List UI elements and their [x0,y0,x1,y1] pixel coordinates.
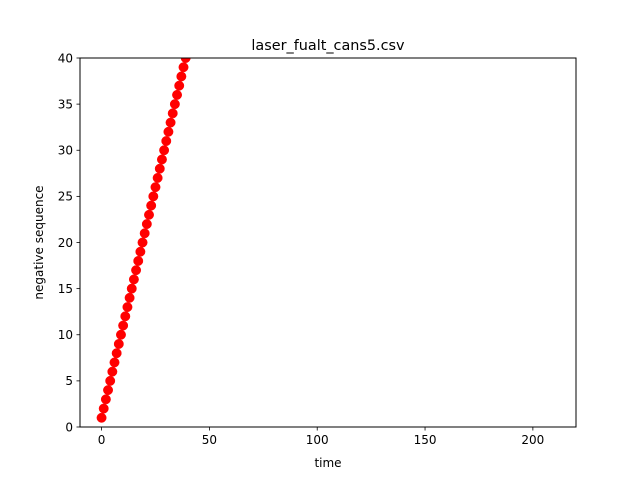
data-point [124,292,135,303]
y-tick-label: 5 [65,374,73,388]
y-axis-title: negative sequence [32,185,46,299]
x-tick-label: 0 [98,433,106,447]
y-tick-label: 30 [58,144,73,158]
x-tick-label: 100 [306,433,329,447]
data-point [113,339,124,349]
data-point [103,385,113,396]
data-point [180,58,191,63]
x-tick-label: 50 [202,433,217,447]
data-point [178,62,189,73]
data-point [111,348,122,359]
data-point [174,80,185,91]
data-point [169,99,180,110]
y-tick-label: 35 [58,97,73,111]
data-point [150,182,161,193]
data-point [154,163,165,174]
data-point [163,126,174,137]
data-point [152,172,163,183]
data-point [96,412,107,423]
data-point [105,375,116,386]
y-tick-label: 0 [65,420,73,434]
data-point [141,219,152,230]
data-point [128,274,139,285]
y-tick-label: 15 [58,282,73,296]
data-point [139,228,150,239]
data-point [107,366,118,377]
y-tick-label: 10 [58,328,73,342]
data-point [165,117,176,128]
y-tick-label: 20 [58,236,73,250]
y-tick-label: 40 [58,51,73,65]
data-point [156,154,167,165]
x-tick-label: 150 [414,433,437,447]
x-tick-label: 200 [521,433,544,447]
data-point [137,237,148,248]
data-point [161,136,172,146]
data-point [122,302,133,313]
data-point [109,357,120,368]
data-point [98,403,109,414]
data-point [176,71,187,82]
data-point [120,311,131,322]
data-point [167,108,178,119]
data-point [159,145,170,156]
data-point [100,394,111,405]
data-series [96,58,191,423]
chart-title: laser_fualt_cans5.csv [251,38,405,54]
data-point [144,209,154,220]
data-point [118,320,129,331]
data-point [148,191,159,202]
data-point [131,265,142,276]
data-point [133,256,144,266]
data-point [146,200,157,211]
data-point [135,246,146,257]
y-axis: 0 5 10 15 20 25 30 35 40 [58,51,80,434]
data-point [116,329,126,340]
x-axis-title: time [314,456,341,470]
x-axis: 0 50 100 150 200 [98,427,544,447]
data-point [126,283,137,294]
y-tick-label: 25 [58,190,73,204]
data-point [172,89,182,100]
